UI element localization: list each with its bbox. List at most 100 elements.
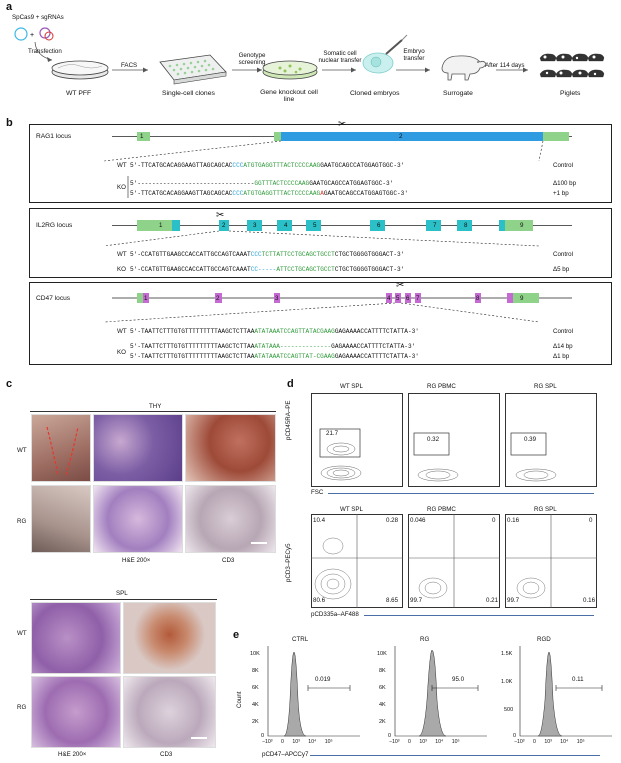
il2rg-gene-diagram	[103, 220, 572, 247]
spl-col-cd3: CD3	[160, 751, 173, 758]
spl-wt-cd3-image	[123, 602, 216, 674]
il2rg-exon-6: 6	[377, 222, 381, 229]
d-q1-ul: 10.4	[313, 517, 326, 524]
step-114days: After 114 days	[485, 62, 525, 69]
d-bot-ylabel: pCD3–PECy5	[285, 543, 292, 582]
d-top-value-3: 0.39	[524, 436, 537, 443]
cd47-exon-9: 9	[520, 295, 524, 302]
cd47-exon-2: 2	[216, 295, 220, 302]
thy-row-wt: WT	[17, 447, 27, 454]
d-q3-ll: 99.7	[507, 597, 520, 604]
cd47-exon-7: 7	[416, 295, 420, 302]
thy-wt-he-image	[93, 414, 183, 482]
d-q2-ur: 0	[492, 517, 496, 524]
rag1-tag-ko2: +1 bp	[553, 190, 569, 197]
rag1-gene-diagram	[103, 132, 572, 198]
il2rg-wt-label: WT	[117, 251, 127, 258]
spl-title: SPL	[116, 590, 128, 597]
e1-ytick-5: 0	[261, 733, 265, 739]
d-q2-ul: 0.046	[410, 517, 426, 524]
e-title-1: CTRL	[292, 636, 309, 643]
panel-a-illustration: +	[14, 27, 605, 85]
rag1-exon1: 1	[140, 133, 144, 140]
rag1-exon2: 2	[399, 133, 403, 140]
rag1-wt-label: WT	[117, 162, 127, 169]
d-top-ylabel: pCD45RA–PE	[285, 400, 292, 440]
il2rg-exon-2: 2	[222, 222, 226, 229]
spl-title-line	[30, 599, 217, 600]
e1-xticks: −10³ 0 10³ 10⁴ 10⁵	[262, 739, 333, 745]
il2rg-exon-9: 9	[520, 222, 524, 229]
thy-row-rg: RG	[17, 518, 27, 525]
d-top-x-arrow	[328, 493, 594, 494]
scissors-icon: ✂	[338, 119, 347, 130]
cd47-title: CD47 locus	[36, 295, 71, 302]
thy-col-cd3: CD3	[222, 557, 235, 564]
e3-ytick-3: 0	[513, 733, 517, 739]
thy-wt-gross-image	[31, 414, 91, 482]
thy-rg-cd3-image	[185, 485, 276, 553]
il2rg-tag-wt: Control	[553, 251, 573, 258]
panel-e-letter: e	[233, 629, 240, 641]
panel-c-letter: c	[6, 378, 13, 390]
d-bot-title-2: RG PBMC	[427, 506, 456, 513]
stage-wt-pff: WT PFF	[66, 90, 92, 97]
il2rg-seq-wt: 5'-CCATGTTGAAGCCACCATTGCCAGTCAAATCCCTCTT…	[130, 251, 405, 258]
cd47-exon-4: 4	[387, 295, 391, 302]
cd47-exon-8: 8	[476, 295, 480, 302]
cd47-tag-ko2: Δ1 bp	[553, 353, 570, 360]
rag1-box	[29, 124, 612, 203]
rag1-seq-ko2: 5'-TTCATGCACAGGAAGTTAGCAGCACCCCATGTGAGGT…	[130, 190, 408, 197]
cd47-tag-ko1: Δ14 bp	[553, 343, 573, 350]
reagents-label: SpCas9 + sgRNAs	[12, 14, 64, 21]
thy-title-line	[30, 411, 276, 412]
d-q3-ul: 0.16	[507, 517, 520, 524]
d-q2-ll: 99.7	[410, 597, 423, 604]
d-q3-ur: 0	[589, 517, 593, 524]
svg-text:+: +	[30, 32, 34, 39]
e2-ytick-1: 8K	[379, 668, 386, 674]
e1-ytick-2: 6K	[252, 685, 259, 691]
il2rg-exon-8: 8	[464, 222, 468, 229]
il2rg-seq-ko: 5'-CCATGTTGAAGCCACCATTGCCAGTCAAATCC-----…	[130, 266, 405, 273]
d-q1-lr: 8.65	[386, 597, 399, 604]
cd47-seq-ko2: 5'-TAATTCTTTGTGTTTTTTTTTAAGCTCTTAAATATAA…	[130, 353, 419, 360]
d-q3-lr: 0.16	[583, 597, 596, 604]
step-transfection: Transfection	[28, 48, 62, 55]
il2rg-exon-7: 7	[433, 222, 437, 229]
e1-ytick-3: 4K	[252, 702, 259, 708]
d-bot-title-1: WT SPL	[340, 506, 363, 513]
stage-surrogate: Surrogate	[443, 90, 473, 97]
thy-wt-cd3-image	[185, 414, 276, 482]
e2-ytick-3: 4K	[379, 702, 386, 708]
scissors-icon: ✂	[396, 280, 405, 291]
d-top-value-1: 21.7	[326, 430, 339, 437]
d-bot-title-3: RG SPL	[534, 506, 557, 513]
spl-wt-he-image	[31, 602, 121, 674]
spl-row-wt: WT	[17, 630, 27, 637]
rag1-ko-label: KO	[117, 184, 126, 191]
step-facs: FACS	[121, 62, 138, 69]
d-top-title-2: RG PBMC	[427, 383, 456, 390]
e1-ytick-4: 2K	[252, 719, 259, 725]
il2rg-exon-3: 3	[253, 222, 257, 229]
d-q1-ll: 80.6	[313, 597, 326, 604]
e2-xticks: −10³ 0 10³ 10⁴ 10⁵	[389, 739, 460, 745]
cd47-gene-diagram	[103, 293, 572, 323]
e-title-3: RGD	[537, 636, 551, 643]
thy-rg-gross-image	[31, 485, 91, 553]
e2-ytick-2: 6K	[379, 685, 386, 691]
stage-single-cell: Single-cell clones	[162, 90, 215, 97]
d-q2-lr: 0.21	[486, 597, 499, 604]
panel-a-letter: a	[6, 1, 13, 13]
il2rg-title: IL2RG locus	[36, 222, 73, 229]
spl-rg-cd3-image	[123, 676, 216, 748]
cd47-box	[29, 282, 612, 365]
step-genotype: Genotype screening	[238, 52, 266, 66]
cd47-wt-label: WT	[117, 328, 127, 335]
e1-ytick-1: 8K	[252, 668, 259, 674]
scissors-icon: ✂	[216, 210, 225, 221]
cd47-exon-1: 1	[144, 295, 148, 302]
d-top-value-2: 0.32	[427, 436, 440, 443]
il2rg-exon-5: 5	[313, 222, 317, 229]
